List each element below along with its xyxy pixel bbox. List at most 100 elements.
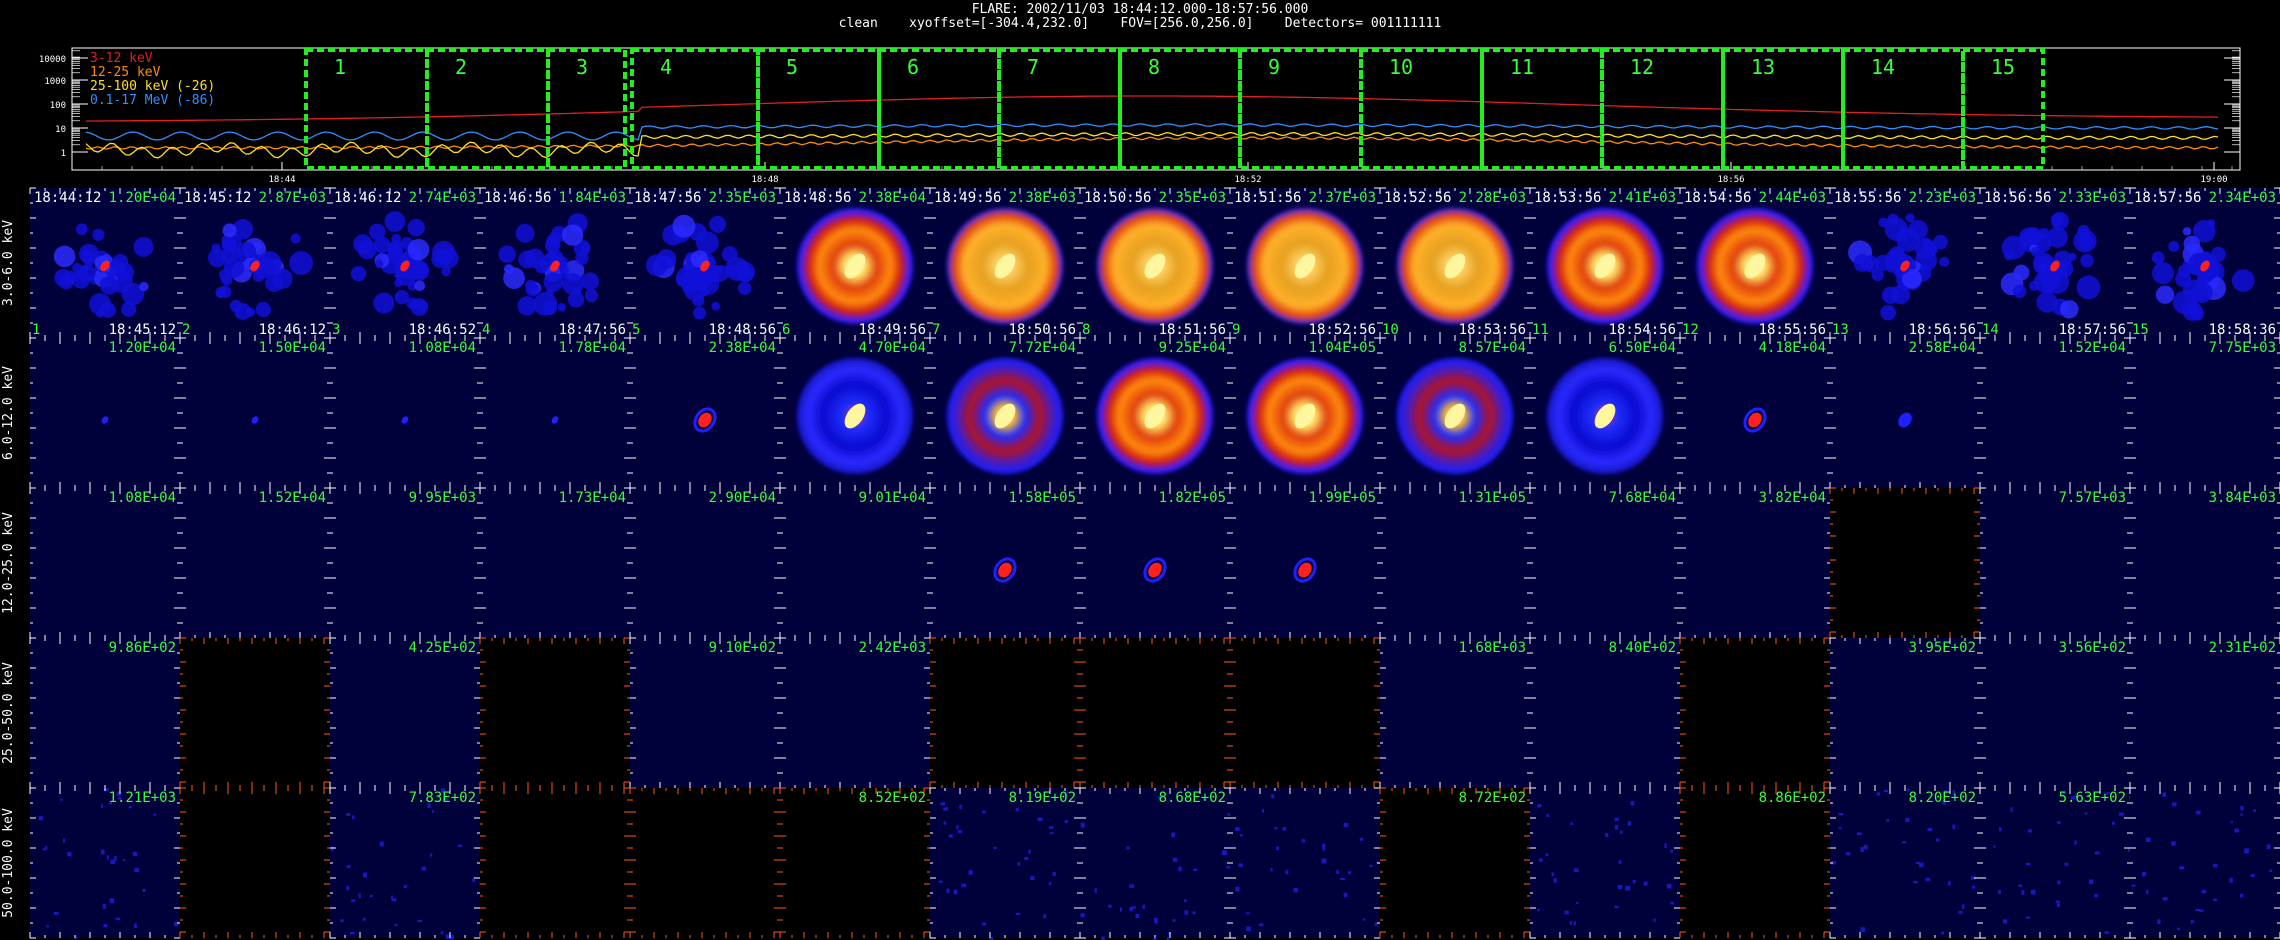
- panel-count: 2.23E+03: [1909, 190, 1976, 206]
- panel-start-time: 18:44:12: [34, 190, 101, 206]
- noise-pixel: [993, 846, 997, 849]
- image-panel: 1.99E+05: [1230, 488, 1380, 638]
- emission-blob: [561, 224, 584, 246]
- image-panel: 2.35E+03 18:47:56 18:48:56 5: [630, 188, 780, 338]
- emission-blob: [556, 260, 568, 272]
- emission-blob: [401, 257, 423, 279]
- noise-pixel: [2201, 889, 2207, 894]
- emission-blob: [2182, 227, 2192, 236]
- noise-pixel: [1240, 834, 1243, 837]
- panel-ticks: [329, 337, 481, 489]
- emission-blob: [2038, 228, 2050, 240]
- panel-ticks: [1379, 187, 1531, 339]
- emission-blob: [2040, 265, 2057, 282]
- panel-ticks: [179, 637, 330, 788]
- panel-end-time: 18:58:36: [2209, 322, 2276, 338]
- noise-pixel: [115, 917, 121, 921]
- panel-background: [930, 638, 1080, 788]
- noise-pixel: [346, 812, 351, 816]
- emission-blob: [252, 270, 265, 282]
- panel-start-time: 18:46:12: [334, 190, 401, 206]
- emission-blob: [683, 259, 706, 282]
- emission-blob: [2019, 227, 2040, 248]
- image-panel: [480, 788, 630, 938]
- noise-pixel: [1017, 862, 1021, 866]
- noise-pixel: [44, 846, 48, 850]
- emission-blob: [104, 266, 120, 283]
- emission-blob: [2047, 227, 2068, 248]
- noise-pixel: [394, 923, 398, 927]
- noise-pixel: [417, 919, 422, 922]
- emission-blob: [2001, 235, 2026, 260]
- image-panel: 1.82E+05: [1080, 488, 1230, 638]
- noise-pixel: [1043, 914, 1047, 919]
- noise-pixel: [1157, 796, 1162, 799]
- panel-number: 5: [632, 322, 640, 338]
- noise-pixel: [2179, 866, 2185, 870]
- source-disk: [1397, 208, 1513, 324]
- emission-blob: [58, 274, 74, 290]
- emission-blob: [542, 300, 558, 316]
- panel-ticks: [929, 187, 1081, 339]
- emission-blob: [408, 260, 430, 281]
- noise-pixel: [1632, 879, 1636, 884]
- emission-blob: [544, 265, 561, 282]
- noise-pixel: [174, 922, 179, 927]
- flare-core: [998, 562, 1012, 578]
- interval-box: [1118, 48, 1242, 170]
- panel-background: [30, 338, 180, 488]
- emission-blob: [221, 274, 233, 286]
- panel-number: 7: [932, 322, 940, 338]
- image-panel: 9.01E+04: [780, 488, 930, 638]
- noise-pixel: [2057, 880, 2061, 885]
- noise-pixel: [1944, 789, 1947, 795]
- emission-blob: [71, 269, 91, 289]
- image-panel: [1230, 638, 1380, 788]
- emission-blob: [2182, 257, 2199, 274]
- emission-blob: [2195, 259, 2211, 274]
- emission-blob: [223, 257, 244, 279]
- panel-background: [930, 338, 1080, 488]
- panel-ticks: [1979, 337, 2131, 489]
- noise-pixel: [1838, 827, 1842, 830]
- emission-blob: [2194, 252, 2213, 271]
- panel-start-time: 18:56:56: [1984, 190, 2051, 206]
- noise-pixel: [1666, 883, 1672, 889]
- interval-box: [304, 48, 429, 170]
- noise-pixel: [1915, 861, 1920, 865]
- noise-pixel: [940, 802, 946, 806]
- image-panel: 3.82E+04: [1680, 488, 1830, 638]
- noise-pixel: [2162, 897, 2168, 901]
- noise-pixel: [472, 877, 476, 883]
- emission-blob: [1892, 254, 1916, 278]
- emission-blob: [695, 257, 712, 274]
- emission-blob: [106, 275, 116, 285]
- noise-pixel: [943, 821, 947, 825]
- emission-blob: [656, 249, 677, 270]
- noise-pixel: [2212, 863, 2218, 868]
- emission-blob: [139, 281, 149, 292]
- noise-pixel: [1048, 826, 1054, 829]
- noise-pixel: [1863, 845, 1868, 850]
- panel-count: 2.35E+03: [709, 190, 776, 206]
- panel-ticks: [29, 187, 181, 339]
- emission-blob: [1896, 272, 1911, 288]
- interval-box: [1238, 48, 1363, 170]
- emission-blob: [2191, 281, 2213, 304]
- panel-ticks: [1229, 337, 1381, 489]
- panel-end-time: 18:45:12: [109, 322, 176, 338]
- emission-blob: [697, 269, 713, 285]
- noise-pixel: [1178, 866, 1182, 872]
- noise-pixel: [1935, 838, 1940, 842]
- panel-background: [1830, 638, 1980, 788]
- panel-count: 1.99E+05: [1309, 490, 1376, 506]
- noise-pixel: [2018, 884, 2022, 888]
- noise-pixel: [2269, 869, 2273, 873]
- emission-blob: [2003, 249, 2015, 261]
- emission-blob: [388, 240, 404, 255]
- noise-pixel: [1374, 922, 1378, 927]
- flare-core: [550, 260, 560, 272]
- panel-number: 14: [1982, 322, 1999, 338]
- emission-blob: [1890, 284, 1911, 305]
- noise-pixel: [1129, 907, 1134, 912]
